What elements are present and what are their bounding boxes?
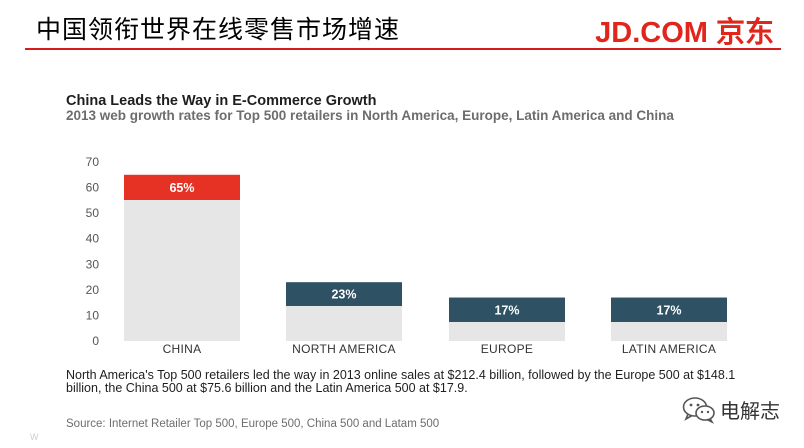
chart-subtitle: 2013 web growth rates for Top 500 retail… (66, 108, 674, 123)
chart-title: China Leads the Way in E-Commerce Growth (66, 93, 377, 109)
y-tick-label: 0 (92, 334, 99, 348)
bar-background-latin-america (611, 322, 727, 341)
data-label-north-america: 23% (331, 288, 356, 302)
watermark-name: 电解志 (720, 399, 780, 423)
category-label-latin-america: LATIN AMERICA (622, 342, 716, 356)
y-tick-label: 10 (86, 308, 100, 322)
bars: 65% 23% 17% 17% (124, 174, 727, 341)
data-label-europe: 17% (494, 303, 519, 317)
y-tick-label: 30 (86, 257, 100, 271)
wechat-icon (682, 396, 715, 424)
x-axis: CHINA NORTH AMERICA EUROPE LATIN AMERICA (163, 342, 716, 356)
chart-source: Source: Internet Retailer Top 500, Europ… (66, 418, 440, 430)
bar-background-china (124, 200, 240, 341)
slide-title: 中国领衔世界在线零售市场增速 (36, 15, 401, 44)
data-label-latin-america: 17% (656, 303, 681, 317)
bar-latin-america (611, 297, 727, 322)
title-divider (25, 48, 781, 50)
bar-background-north-america (286, 306, 402, 341)
corner-mark: W (30, 432, 39, 442)
y-tick-label: 20 (86, 283, 100, 297)
y-axis: 0 10 20 30 40 50 60 70 (86, 155, 100, 348)
y-tick-label: 70 (86, 155, 100, 169)
jd-logo: JD.COM 京东 (595, 17, 774, 49)
category-label-north-america: NORTH AMERICA (292, 342, 396, 356)
bar-background-europe (449, 322, 565, 341)
y-tick-label: 60 (86, 181, 100, 195)
y-tick-label: 50 (86, 206, 100, 220)
bar-europe (449, 297, 565, 322)
bar-north-america (286, 282, 402, 306)
data-label-china: 65% (169, 181, 194, 195)
wechat-watermark: 电解志 (682, 395, 780, 424)
category-label-china: CHINA (163, 342, 202, 356)
bar-china (124, 174, 240, 200)
y-tick-label: 40 (86, 232, 100, 246)
chart-note: North America's Top 500 retailers led th… (66, 368, 736, 395)
category-label-europe: EUROPE (481, 342, 533, 356)
